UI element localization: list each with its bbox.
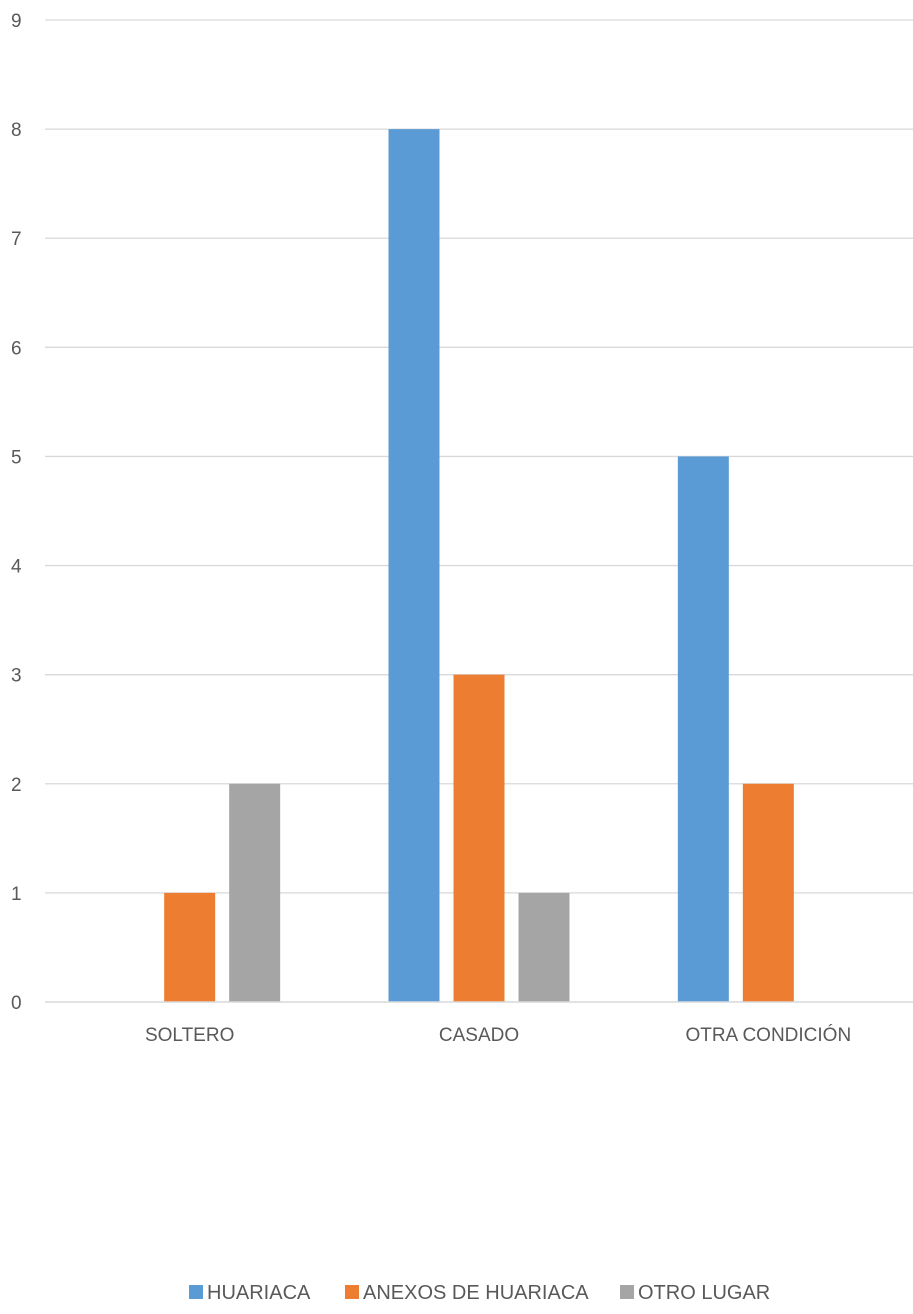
bar-anexos-de-huariaca-soltero [164,892,216,1002]
legend-swatch [620,1285,634,1299]
legend: HUARIACA ANEXOS DE HUARIACA OTRO LUGAR [189,1282,770,1304]
y-tick-label: 1 [11,884,22,905]
bar-anexos-de-huariaca-casado [453,674,505,1002]
y-tick-label: 9 [11,11,22,32]
category-label: SOLTERO [145,1025,234,1046]
y-axis-ticks: 0 1 2 3 4 5 6 7 8 9 [11,11,22,1014]
bar-huariaca-casado [388,129,440,1003]
legend-label: OTRO LUGAR [638,1282,770,1304]
y-tick-label: 3 [11,666,22,687]
legend-swatch [189,1285,203,1299]
legend-label: ANEXOS DE HUARIACA [363,1282,589,1304]
category-label: OTRA CONDICIÓN [685,1024,851,1046]
y-tick-label: 5 [11,447,22,468]
bar-huariaca-otra-condición [677,456,729,1002]
gridlines [45,19,913,894]
bar-otro-lugar-casado [518,892,570,1002]
y-tick-label: 4 [11,557,22,578]
bars [164,129,794,1003]
y-tick-label: 2 [11,775,22,796]
y-tick-label: 8 [11,120,22,141]
legend-label: HUARIACA [207,1282,311,1304]
category-labels: SOLTERO CASADO OTRA CONDICIÓN [145,1024,851,1046]
bar-otro-lugar-soltero [229,783,281,1002]
category-label: CASADO [439,1025,519,1046]
legend-swatch [345,1285,359,1299]
y-tick-label: 6 [11,338,22,359]
y-tick-label: 0 [11,993,22,1014]
bar-anexos-de-huariaca-otra-condición [742,783,794,1002]
y-tick-label: 7 [11,229,22,250]
